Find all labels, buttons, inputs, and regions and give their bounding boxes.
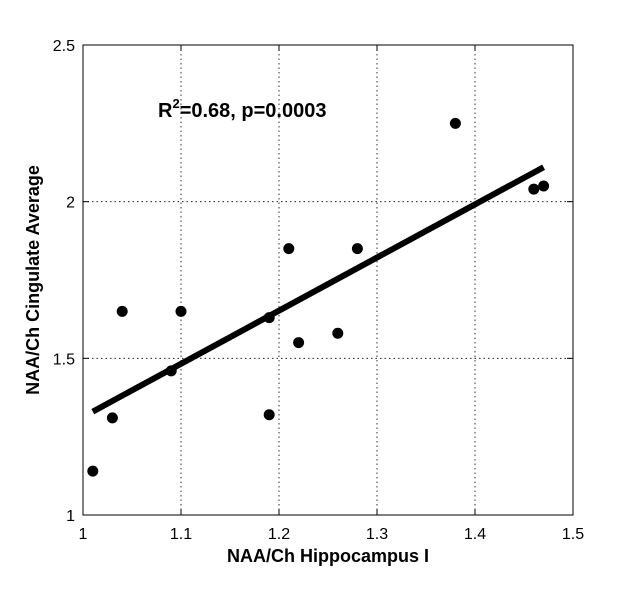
data-point	[538, 180, 550, 192]
y-tick-labels: 1 1.5 2 2.5	[53, 38, 75, 525]
data-point	[175, 305, 187, 317]
data-point	[165, 365, 177, 377]
data-points	[87, 117, 550, 477]
y-tick-label: 1.5	[53, 351, 75, 368]
axis-ticks	[82, 44, 574, 516]
data-point	[106, 412, 118, 424]
data-point	[449, 117, 461, 129]
grid-lines	[83, 45, 573, 515]
x-tick-label: 1.2	[268, 526, 290, 543]
plot-background	[83, 45, 573, 515]
data-point	[87, 465, 99, 477]
y-tick-label: 2	[66, 195, 75, 212]
x-tick-labels: 1 1.1 1.2 1.3 1.4 1.5	[79, 526, 585, 543]
x-tick-label: 1.1	[170, 526, 192, 543]
data-point	[116, 305, 128, 317]
data-point	[263, 409, 275, 421]
y-tick-label: 2.5	[53, 38, 75, 55]
x-tick-label: 1	[79, 526, 88, 543]
annotation-superscript: 2	[172, 96, 179, 111]
y-tick-label: 1	[66, 508, 75, 525]
x-tick-label: 1.4	[464, 526, 486, 543]
y-axis-title: NAA/Ch Cingulate Average	[23, 165, 43, 395]
x-tick-label: 1.5	[562, 526, 584, 543]
annotation-base: R	[158, 100, 173, 122]
annotation-text: =0.68, p=0.0003	[180, 100, 327, 122]
data-point	[293, 337, 305, 349]
data-point	[263, 312, 275, 324]
plot-frame	[82, 44, 574, 516]
data-point	[283, 243, 295, 255]
data-point	[351, 243, 363, 255]
x-tick-label: 1.3	[366, 526, 388, 543]
x-axis-title: NAA/Ch Hippocampus I	[227, 546, 429, 566]
data-point	[332, 327, 344, 339]
data-point	[528, 183, 540, 195]
annotation-stats: R2=0.68, p=0.0003	[158, 96, 326, 122]
